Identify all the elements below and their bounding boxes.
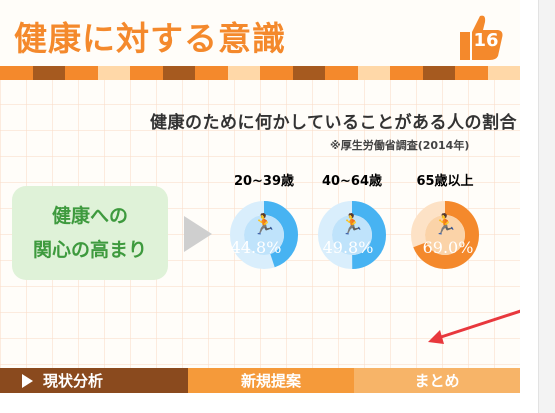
- runner-icon: 🏃: [251, 212, 277, 236]
- interest-box: 健康への 関心の高まり: [12, 186, 168, 280]
- nav-item-new-proposal[interactable]: 新規提案: [188, 368, 354, 393]
- chart-source: ※厚生労働省調査(2014年): [330, 139, 470, 152]
- scrollbar[interactable]: [538, 0, 555, 413]
- interest-line-2: 関心の高まり: [32, 239, 147, 261]
- annotation-arrow-icon: [428, 309, 520, 344]
- donut-arc-40-64: [318, 201, 386, 269]
- nav-label-current: 現状分析: [43, 372, 104, 390]
- nav-label-mid: 新規提案: [240, 372, 301, 390]
- section-nav: 現状分析 新規提案 まとめ: [0, 368, 520, 393]
- page-title: 健康に対する意識: [14, 19, 286, 58]
- runner-icon: 🏃: [339, 212, 365, 236]
- thumbs-up-icon: [460, 15, 503, 61]
- percent-label-20-39: 44.8%: [230, 238, 282, 257]
- donut-arc-65-plus: [411, 201, 479, 269]
- donut-arc-20-39: [230, 201, 298, 269]
- play-icon: [22, 373, 33, 388]
- slide: 健康に対する意識 16 健康のために何かしていることがある人の割合 ※厚生労働省…: [0, 0, 520, 393]
- chart-title: 健康のために何かしていることがある人の割合: [150, 113, 517, 133]
- donut-chart-40-64: [318, 201, 386, 269]
- right-arrow-icon: [184, 216, 212, 252]
- age-label-65-plus: 65歳以上: [416, 174, 474, 189]
- page-number: 16: [473, 30, 499, 51]
- nav-item-summary[interactable]: まとめ: [354, 368, 520, 393]
- percent-label-40-64: 49.8%: [322, 238, 374, 257]
- runner-icon: 🏃: [432, 212, 458, 236]
- nav-item-current-analysis[interactable]: 現状分析: [0, 368, 188, 393]
- donut-chart-20-39: [230, 201, 298, 269]
- age-label-40-64: 40~64歳: [321, 174, 383, 189]
- interest-line-1: 健康への: [51, 205, 128, 227]
- percent-label-65-plus: 69.0%: [422, 238, 474, 257]
- nav-label-last: まとめ: [414, 372, 460, 390]
- age-label-20-39: 20~39歳: [233, 174, 295, 189]
- header-stripe: [0, 66, 520, 80]
- header: 健康に対する意識 16: [0, 0, 520, 66]
- donut-chart-65-plus: [411, 201, 479, 269]
